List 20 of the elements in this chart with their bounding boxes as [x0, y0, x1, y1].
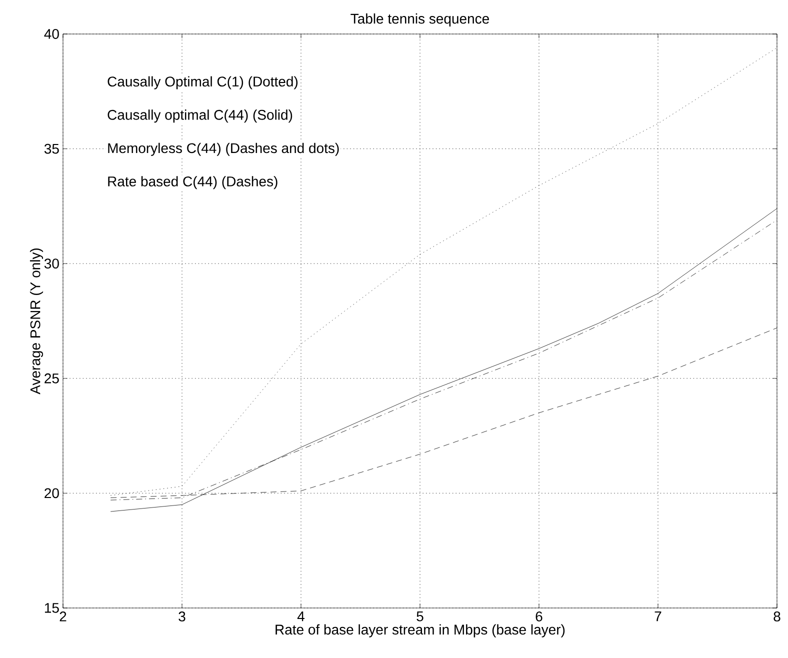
x-axis-title: Rate of base layer stream in Mbps (base layer): [276, 624, 565, 638]
chart-title: Table tennis sequence: [350, 13, 490, 26]
annotation: Causally optimal C(44) (Solid): [108, 110, 292, 123]
y-tick-label: 40: [44, 29, 59, 39]
y-tick-label: 15: [44, 603, 59, 613]
x-tick-label: 2: [60, 612, 66, 622]
y-tick-label: 20: [44, 488, 59, 498]
y-tick-label: 30: [44, 258, 59, 269]
y-axis-title: Average PSNR (Y only): [30, 248, 44, 394]
y-tick-label: 25: [44, 373, 59, 384]
x-tick-label: 4: [297, 612, 304, 622]
annotation: Memoryless C(44) (Dashes and dots): [108, 142, 339, 156]
x-tick-label: 7: [654, 612, 662, 622]
y-tick-label: 35: [44, 144, 59, 154]
x-tick-label: 3: [178, 612, 186, 622]
x-tick-label: 5: [416, 612, 424, 622]
x-tick-label: 8: [774, 612, 780, 622]
annotation: Causally Optimal C(1) (Dotted): [108, 76, 298, 90]
x-tick-label: 6: [536, 612, 542, 622]
annotation: Rate based C(44) (Dashes): [108, 176, 278, 190]
